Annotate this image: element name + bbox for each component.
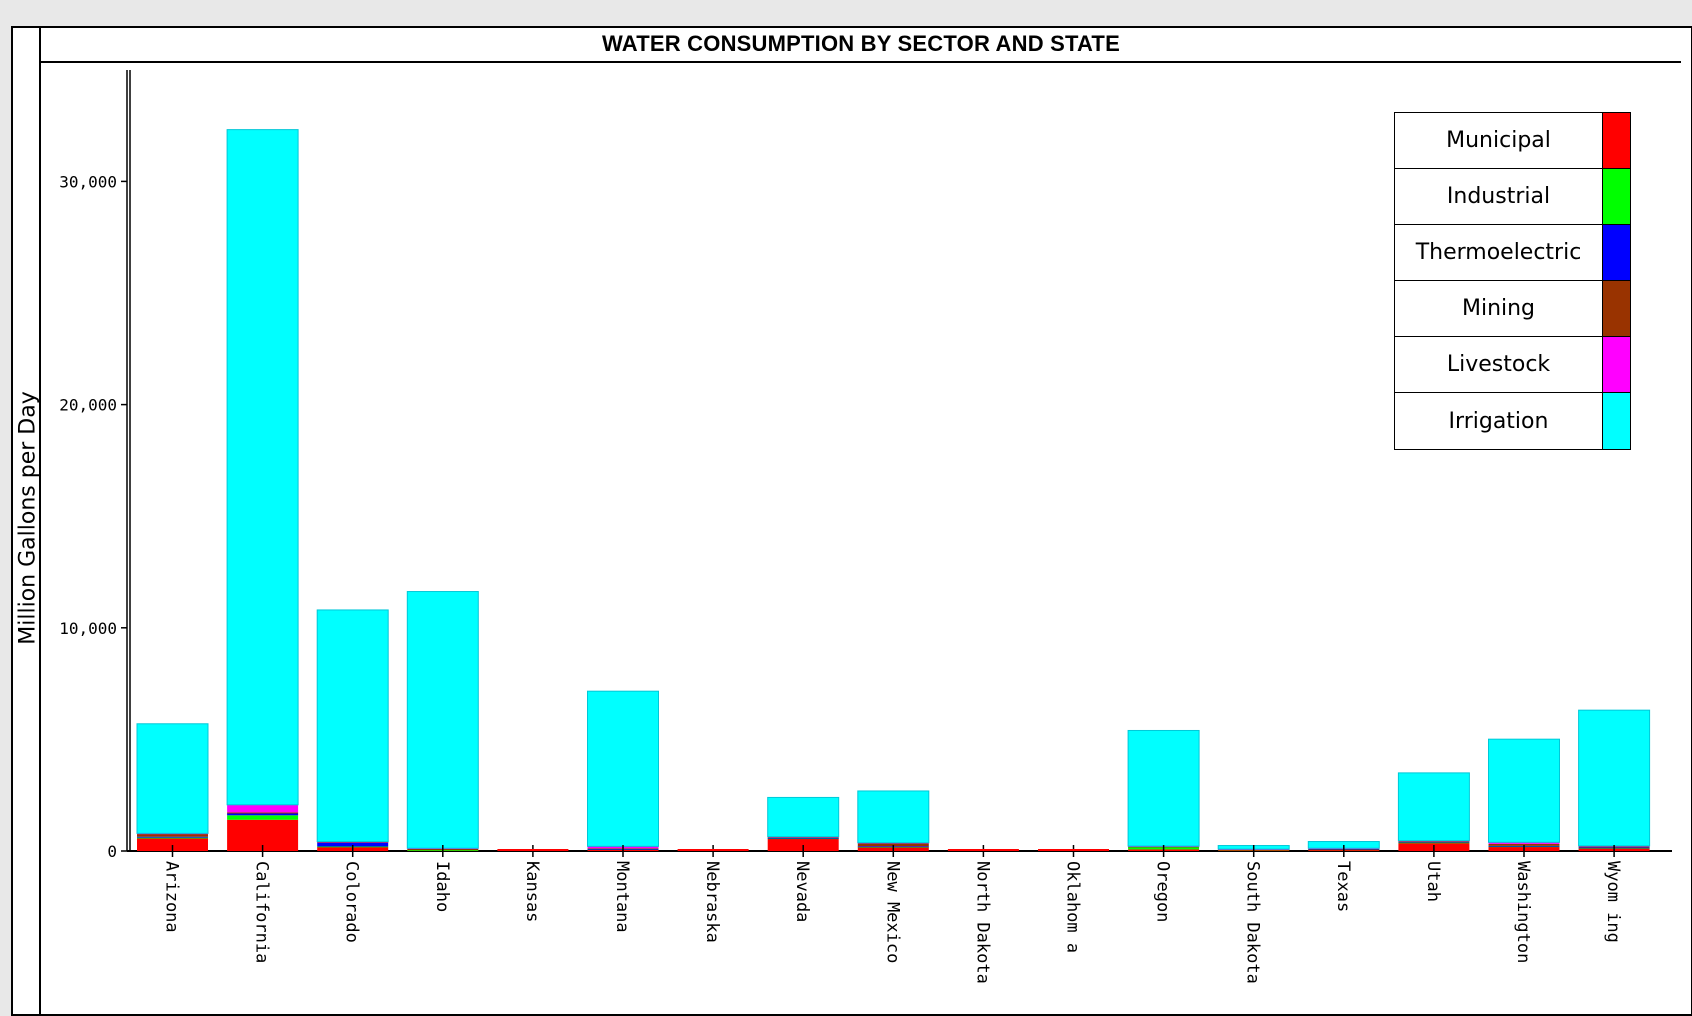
legend-item: Municipal	[1395, 113, 1630, 169]
bar-utah-thermoelectric	[1398, 841, 1470, 843]
bar-california-livestock	[227, 804, 299, 813]
x-tick-label: Nevada	[792, 861, 812, 922]
bar-nevada-irrigation	[767, 796, 840, 838]
legend-item: Industrial	[1395, 169, 1630, 225]
bar-colorado-mining	[317, 842, 389, 843]
x-tick-label: Arizona	[162, 861, 182, 933]
bar-california-industrial	[227, 815, 299, 820]
bar-wyom-ing-irrigation	[1578, 709, 1651, 847]
bar-montana-irrigation	[587, 690, 659, 847]
bar-nevada-municipal	[767, 838, 839, 851]
bar-idaho-irrigation	[406, 591, 479, 849]
bar-oregon-irrigation	[1127, 729, 1200, 847]
chart-title: WATER CONSUMPTION BY SECTOR AND STATE	[602, 30, 1120, 56]
bar-utah-mining	[1398, 841, 1470, 843]
x-tick-label: Washington	[1513, 861, 1533, 963]
legend-label: Thermoelectric	[1395, 225, 1603, 280]
bar-california-thermoelectric	[227, 813, 299, 816]
bar-new-mexico-irrigation	[857, 790, 930, 844]
bar-arizona-municipal	[137, 838, 208, 851]
bar-colorado-irrigation	[316, 609, 389, 843]
legend-item: Mining	[1395, 281, 1630, 337]
legend-label: Municipal	[1395, 113, 1603, 168]
bar-california-irrigation	[226, 129, 299, 806]
x-tick-label: Oklahom a	[1063, 861, 1083, 953]
bar-california-mining	[227, 812, 299, 814]
bar-nevada-mining	[767, 837, 839, 838]
bar-arizona-thermoelectric	[137, 836, 208, 838]
x-tick-label: Nebraska	[702, 861, 722, 943]
legend-swatch	[1603, 113, 1630, 168]
y-tick-label: 20,000	[59, 396, 117, 415]
bar-nevada-thermoelectric	[767, 837, 839, 839]
y-tick-label: 10,000	[59, 619, 117, 638]
x-tick-label: Oregon	[1153, 861, 1173, 922]
x-tick-label: Idaho	[432, 861, 452, 912]
legend-item: Livestock	[1395, 337, 1630, 393]
bar-washington-mining	[1488, 843, 1560, 846]
x-tick-label: North Dakota	[972, 861, 992, 984]
x-tick-label: Texas	[1333, 861, 1353, 912]
legend-swatch	[1603, 281, 1630, 336]
y-tick-label: 30,000	[59, 172, 117, 191]
legend-label: Livestock	[1395, 337, 1603, 392]
y-tick-label: 0	[107, 842, 117, 861]
legend-swatch	[1603, 225, 1630, 280]
legend-item: Irrigation	[1395, 393, 1630, 449]
x-tick-label: Utah	[1423, 861, 1443, 902]
x-tick-label: Wyom ing	[1603, 861, 1623, 943]
legend-swatch	[1603, 169, 1630, 224]
legend-item: Thermoelectric	[1395, 225, 1630, 281]
bar-arizona-industrial	[137, 837, 208, 839]
x-tick-label: California	[252, 861, 272, 963]
bar-washington-livestock	[1488, 842, 1560, 844]
y-axis-label-strip	[11, 26, 41, 1016]
x-tick-label: New Mexico	[882, 861, 902, 963]
legend-label: Irrigation	[1395, 393, 1603, 449]
x-tick-label: Colorado	[342, 861, 362, 943]
legend-swatch	[1603, 393, 1630, 449]
legend-swatch	[1603, 337, 1630, 392]
chart-title-bar: WATER CONSUMPTION BY SECTOR AND STATE	[41, 26, 1681, 63]
bar-utah-irrigation	[1397, 772, 1470, 842]
x-tick-label: Kansas	[522, 861, 542, 922]
bar-nevada-industrial	[767, 838, 839, 840]
x-tick-label: Montana	[612, 861, 632, 933]
legend-label: Mining	[1395, 281, 1603, 336]
bar-utah-industrial	[1398, 842, 1470, 844]
bar-arizona-irrigation	[136, 723, 209, 834]
bar-colorado-thermoelectric	[317, 842, 389, 847]
bar-arizona-mining	[137, 834, 208, 837]
bar-new-mexico-mining	[857, 843, 929, 847]
chart-legend: Municipal Industrial Thermoelectric Mining L…	[1394, 112, 1631, 450]
bar-washington-irrigation	[1488, 738, 1560, 843]
x-tick-label: South Dakota	[1243, 861, 1263, 984]
legend-label: Industrial	[1395, 169, 1603, 224]
